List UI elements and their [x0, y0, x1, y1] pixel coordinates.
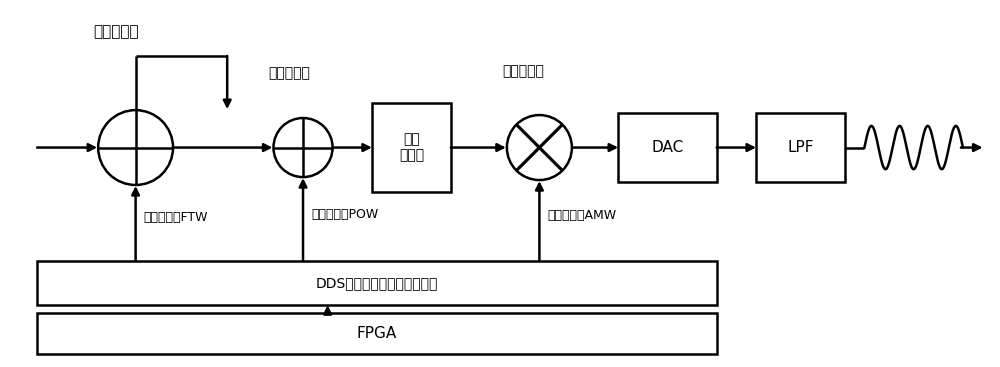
- Text: FPGA: FPGA: [357, 326, 397, 341]
- Text: 幅度调制器: 幅度调制器: [502, 64, 544, 78]
- Text: 幅度控制字AMW: 幅度控制字AMW: [547, 209, 616, 222]
- Text: DAC: DAC: [651, 140, 684, 155]
- Text: DDS频率，相位，幅度寄存器: DDS频率，相位，幅度寄存器: [316, 276, 438, 290]
- Bar: [37, 313, 717, 355]
- Text: 频率调谐字FTW: 频率调谐字FTW: [143, 211, 208, 225]
- Text: LPF: LPF: [787, 140, 814, 155]
- Bar: [37, 261, 717, 305]
- Bar: [372, 103, 451, 192]
- Bar: [756, 113, 845, 182]
- Text: 幅度
转换器: 幅度 转换器: [399, 132, 424, 163]
- Text: 相位累加器: 相位累加器: [93, 24, 139, 39]
- Text: 相位调谐字POW: 相位调谐字POW: [311, 207, 378, 221]
- Text: 相位偏置器: 相位偏置器: [269, 67, 310, 81]
- Bar: [618, 113, 717, 182]
